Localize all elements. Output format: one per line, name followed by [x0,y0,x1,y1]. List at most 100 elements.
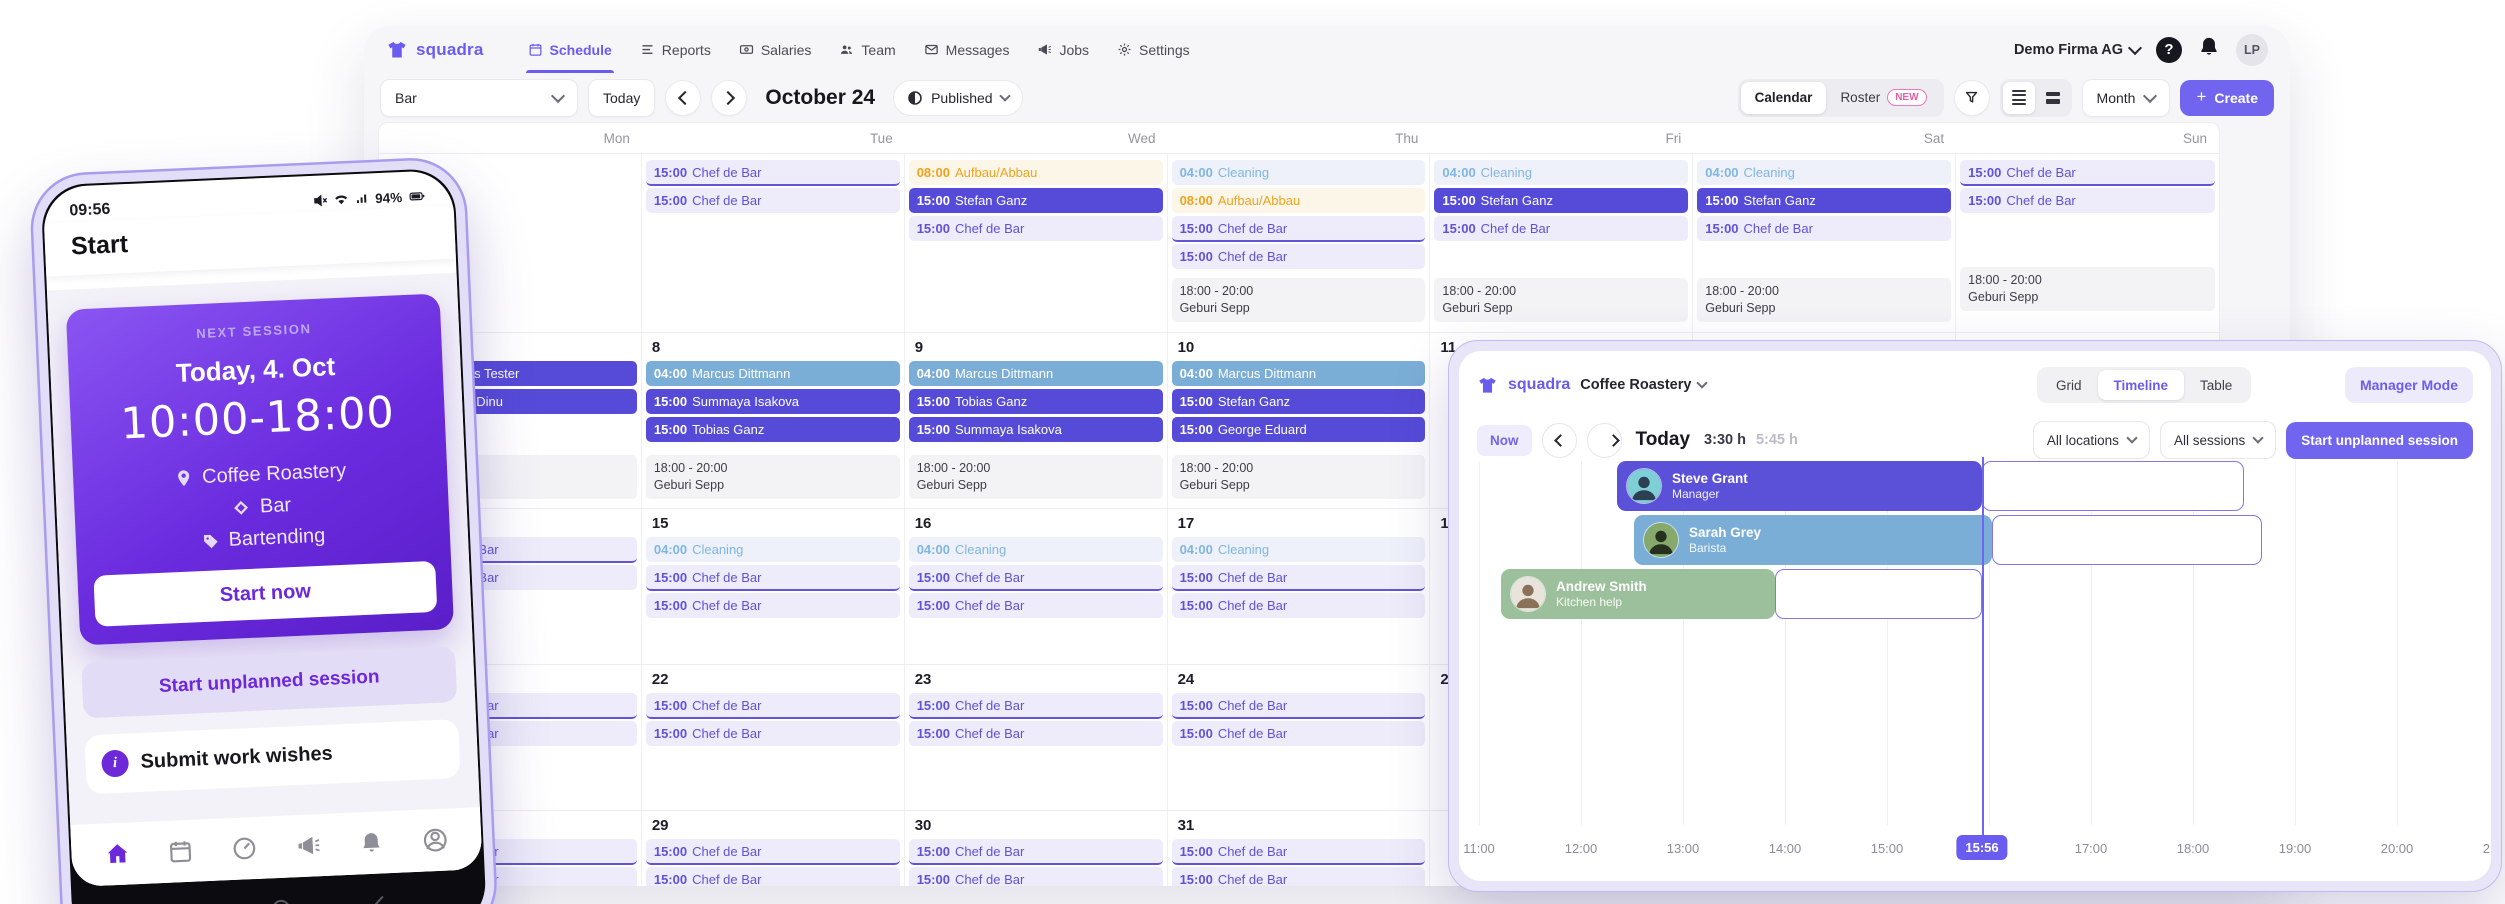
nav-tab-settings[interactable]: Settings [1105,26,1202,73]
nav-tab-team[interactable]: Team [827,26,907,73]
calendar-event-chip[interactable]: 15:00 Chef de Bar [645,867,900,886]
calendar-event-chip[interactable]: 08:00 Aufbau/Abbau [1171,188,1426,213]
calendar-event-chip[interactable]: 04:00 Cleaning [1171,537,1426,562]
nav-tab-reports[interactable]: Reports [628,26,723,73]
start-unplanned-session-button[interactable]: Start unplanned session [2286,421,2473,459]
calendar-event-chip[interactable]: 04:00 Marcus Dittmann [645,361,900,386]
calendar-event-chip[interactable]: 04:00 Cleaning [1171,160,1426,185]
calendar-day-cell[interactable]: 17 04:00 Cleaning 15:00 Chef de Bar 15:00 Chef… [1168,509,1431,664]
calendar-day-cell[interactable]: 15:00 Chef de Bar 15:00 Chef de Bar [642,154,905,332]
calendar-day-cell[interactable]: 31 15:00 Chef de Bar 15:00 Chef de Bar [1168,811,1431,886]
calendar-event-chip[interactable]: 15:00 Stefan Ganz [1434,188,1689,213]
calendar-event-chip[interactable]: 04:00 Cleaning [1434,160,1689,185]
calendar-event-chip[interactable]: 15:00 Chef de Bar [1171,593,1426,618]
calendar-event-chip[interactable]: 15:00 Chef de Bar [1171,721,1426,746]
calendar-event-chip[interactable]: 15:00 Chef de Bar [1171,867,1426,886]
publish-status-dropdown[interactable]: Published [893,79,1023,116]
calendar-day-cell[interactable]: 08:00 Aufbau/Abbau 15:00 Stefan Ganz 15:00 Ch… [905,154,1168,332]
calendar-event-chip[interactable]: 15:00 Chef de Bar [1960,160,2215,186]
planned-session-bar[interactable] [1982,461,2244,511]
calendar-event-chip[interactable]: 15:00 Chef de Bar [645,593,900,618]
calendar-event-chip[interactable]: 15:00 George Eduard [1171,417,1426,442]
planned-session-bar[interactable] [1775,569,1982,619]
calendar-event-chip[interactable]: 15:00 Chef de Bar [1171,693,1426,719]
filter-button[interactable] [1953,79,1990,116]
calendar-event-chip[interactable]: 15:00 Stefan Ganz [908,188,1163,213]
calendar-event-chip[interactable]: 18:00 - 20:00 Geburi Sepp [1697,278,1952,322]
user-icon[interactable] [422,827,449,854]
calendar-event-chip[interactable]: 15:00 Chef de Bar [645,160,900,186]
calendar-event-chip[interactable]: 18:00 - 20:00 Geburi Sepp [1434,278,1689,322]
company-selector[interactable]: Demo Firma AG [2014,40,2143,58]
calendar-event-chip[interactable]: 15:00 Chef de Bar [908,216,1163,241]
calendar-event-chip[interactable]: 04:00 Marcus Dittmann [1171,361,1426,386]
calendar-event-chip[interactable]: 18:00 - 20:00 Geburi Sepp [645,455,900,499]
view-roster-tab[interactable]: Roster NEW [1826,82,1940,114]
calendar-event-chip[interactable]: 04:00 Cleaning [1697,160,1952,185]
calendar-event-chip[interactable]: 15:00 Chef de Bar [645,693,900,719]
comfortable-list-view-button[interactable] [2037,82,2069,114]
all-locations-select[interactable]: All locations [2032,421,2150,459]
calendar-day-cell[interactable]: 04:00 Cleaning 08:00 Aufbau/Abbau 15:00 Chef … [1168,154,1431,332]
calendar-event-chip[interactable]: 15:00 Summaya Isakova [645,389,900,414]
active-session-bar[interactable]: Steve Grant Manager [1617,461,1982,511]
view-tab-timeline[interactable]: Timeline [2097,370,2185,400]
calendar-day-cell[interactable]: 16 04:00 Cleaning 15:00 Chef de Bar 15:00 Chef… [905,509,1168,664]
next-day-button[interactable] [1586,422,1622,458]
calendar-event-chip[interactable]: 15:00 Chef de Bar [1960,188,2215,213]
calendar-event-chip[interactable]: 15:00 Chef de Bar [908,867,1163,886]
app-logo[interactable]: squadra [386,39,484,61]
calendar-event-chip[interactable]: 15:00 Chef de Bar [645,565,900,591]
calendar-day-cell[interactable]: 04:00 Cleaning 15:00 Stefan Ganz 15:00 Chef d… [1430,154,1694,332]
prev-month-button[interactable] [665,79,702,116]
calendar-event-chip[interactable]: 15:00 Chef de Bar [645,188,900,213]
help-icon[interactable]: ? [2156,36,2182,63]
planned-session-bar[interactable] [1992,515,2262,565]
calendar-event-chip[interactable]: 15:00 Stefan Ganz [1171,389,1426,414]
notifications-bell-icon[interactable] [2198,36,2220,63]
today-button[interactable]: Today [588,78,656,117]
gauge-icon[interactable] [231,835,258,862]
calendar-day-cell[interactable]: 23 15:00 Chef de Bar 15:00 Chef de Bar [905,665,1168,810]
calendar-event-chip[interactable]: 15:00 Chef de Bar [1171,565,1426,591]
calendar-day-cell[interactable]: 22 15:00 Chef de Bar 15:00 Chef de Bar [642,665,905,810]
location-filter-select[interactable]: Bar [380,78,578,117]
nav-tab-jobs[interactable]: Jobs [1025,26,1101,73]
create-button[interactable]: + Create [2180,79,2274,116]
view-tab-grid[interactable]: Grid [2056,377,2082,393]
calendar-day-cell[interactable] [379,154,642,332]
calendar-icon[interactable] [167,838,194,865]
nav-tab-messages[interactable]: Messages [912,26,1022,73]
calendar-event-chip[interactable]: 15:00 Chef de Bar [908,565,1163,591]
now-button[interactable]: Now [1477,424,1532,456]
megaphone-icon[interactable] [295,832,322,859]
calendar-event-chip[interactable]: 15:00 Chef de Bar [1697,216,1952,241]
calendar-day-cell[interactable]: 04:00 Cleaning 15:00 Stefan Ganz 15:00 Chef d… [1693,154,1957,332]
calendar-day-cell[interactable]: 29 15:00 Chef de Bar 15:00 Chef de Bar [642,811,905,886]
calendar-event-chip[interactable]: 15:00 Chef de Bar [1171,839,1426,865]
calendar-day-cell[interactable]: 30 15:00 Chef de Bar 15:00 Chef de Bar [905,811,1168,886]
nav-tab-schedule[interactable]: Schedule [516,26,624,73]
prev-day-button[interactable] [1541,422,1577,458]
calendar-event-chip[interactable]: 15:00 Chef de Bar [1171,244,1426,269]
calendar-day-cell[interactable]: 15:00 Chef de Bar 15:00 Chef de Bar 18:00 - … [1956,154,2219,332]
android-back-icon[interactable] [372,895,392,904]
next-month-button[interactable] [711,79,748,116]
calendar-event-chip[interactable]: 15:00 Tobias Ganz [908,389,1163,414]
calendar-event-chip[interactable]: 15:00 Chef de Bar [908,693,1163,719]
nav-tab-salaries[interactable]: Salaries [727,26,824,73]
calendar-event-chip[interactable]: 15:00 Chef de Bar [908,839,1163,865]
calendar-event-chip[interactable]: 15:00 Summaya Isakova [908,417,1163,442]
range-select[interactable]: Month [2081,78,2171,117]
calendar-day-cell[interactable]: 10 04:00 Marcus Dittmann 15:00 Stefan Ganz 15… [1168,333,1431,508]
calendar-event-chip[interactable]: 15:00 Chef de Bar [908,593,1163,618]
user-avatar[interactable]: LP [2236,33,2268,66]
calendar-day-cell[interactable]: 15 04:00 Cleaning 15:00 Chef de Bar 15:00 Chef… [642,509,905,664]
all-sessions-select[interactable]: All sessions [2159,421,2277,459]
calendar-event-chip[interactable]: 15:00 Chef de Bar [908,721,1163,746]
active-session-bar[interactable]: Andrew Smith Kitchen help [1501,569,1775,619]
manager-mode-button[interactable]: Manager Mode [2344,367,2473,403]
calendar-event-chip[interactable]: 15:00 Stefan Ganz [1697,188,1952,213]
active-session-bar[interactable]: Sarah Grey Barista [1634,515,1992,565]
calendar-event-chip[interactable]: 04:00 Cleaning [645,537,900,562]
